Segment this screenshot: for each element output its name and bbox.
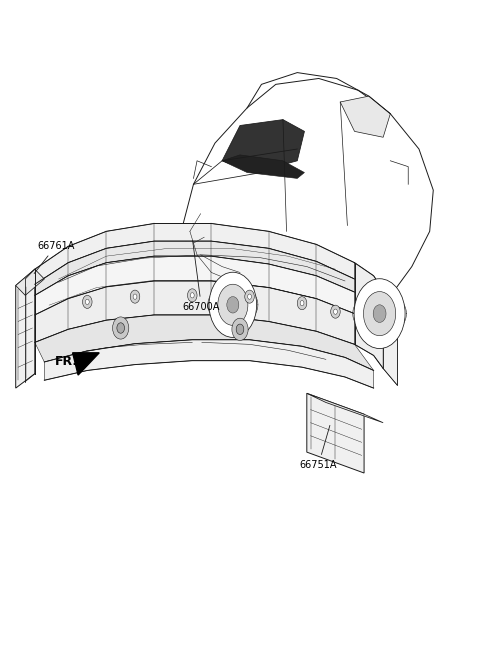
Circle shape: [373, 305, 386, 323]
Polygon shape: [35, 241, 355, 295]
Circle shape: [218, 284, 248, 325]
Circle shape: [232, 318, 248, 340]
Circle shape: [209, 272, 257, 337]
Polygon shape: [307, 394, 383, 422]
Polygon shape: [307, 394, 364, 473]
Polygon shape: [222, 119, 304, 173]
Circle shape: [363, 291, 396, 336]
Polygon shape: [340, 96, 390, 137]
Circle shape: [297, 297, 307, 310]
Circle shape: [300, 300, 304, 306]
Polygon shape: [183, 79, 433, 331]
Circle shape: [117, 323, 124, 333]
Circle shape: [113, 317, 129, 339]
Polygon shape: [35, 281, 355, 344]
Text: 66700A: 66700A: [183, 241, 220, 312]
Circle shape: [133, 294, 137, 299]
Polygon shape: [35, 224, 355, 284]
Circle shape: [85, 299, 89, 304]
Circle shape: [331, 305, 340, 318]
Text: 66761A: 66761A: [34, 241, 74, 274]
Circle shape: [354, 279, 405, 348]
Circle shape: [191, 293, 194, 298]
Polygon shape: [355, 262, 383, 369]
Circle shape: [248, 294, 252, 299]
Circle shape: [130, 290, 140, 303]
Polygon shape: [16, 269, 35, 388]
Circle shape: [236, 324, 244, 335]
Polygon shape: [35, 256, 355, 315]
Text: FR.: FR.: [55, 356, 78, 369]
Polygon shape: [44, 340, 373, 388]
Circle shape: [334, 309, 337, 314]
Polygon shape: [72, 353, 99, 375]
Polygon shape: [383, 290, 397, 386]
Text: 66751A: 66751A: [300, 425, 337, 470]
Polygon shape: [222, 155, 304, 178]
Polygon shape: [16, 269, 44, 295]
Circle shape: [245, 290, 254, 303]
Circle shape: [83, 295, 92, 308]
Polygon shape: [35, 315, 373, 371]
Circle shape: [188, 289, 197, 302]
Circle shape: [227, 297, 239, 313]
